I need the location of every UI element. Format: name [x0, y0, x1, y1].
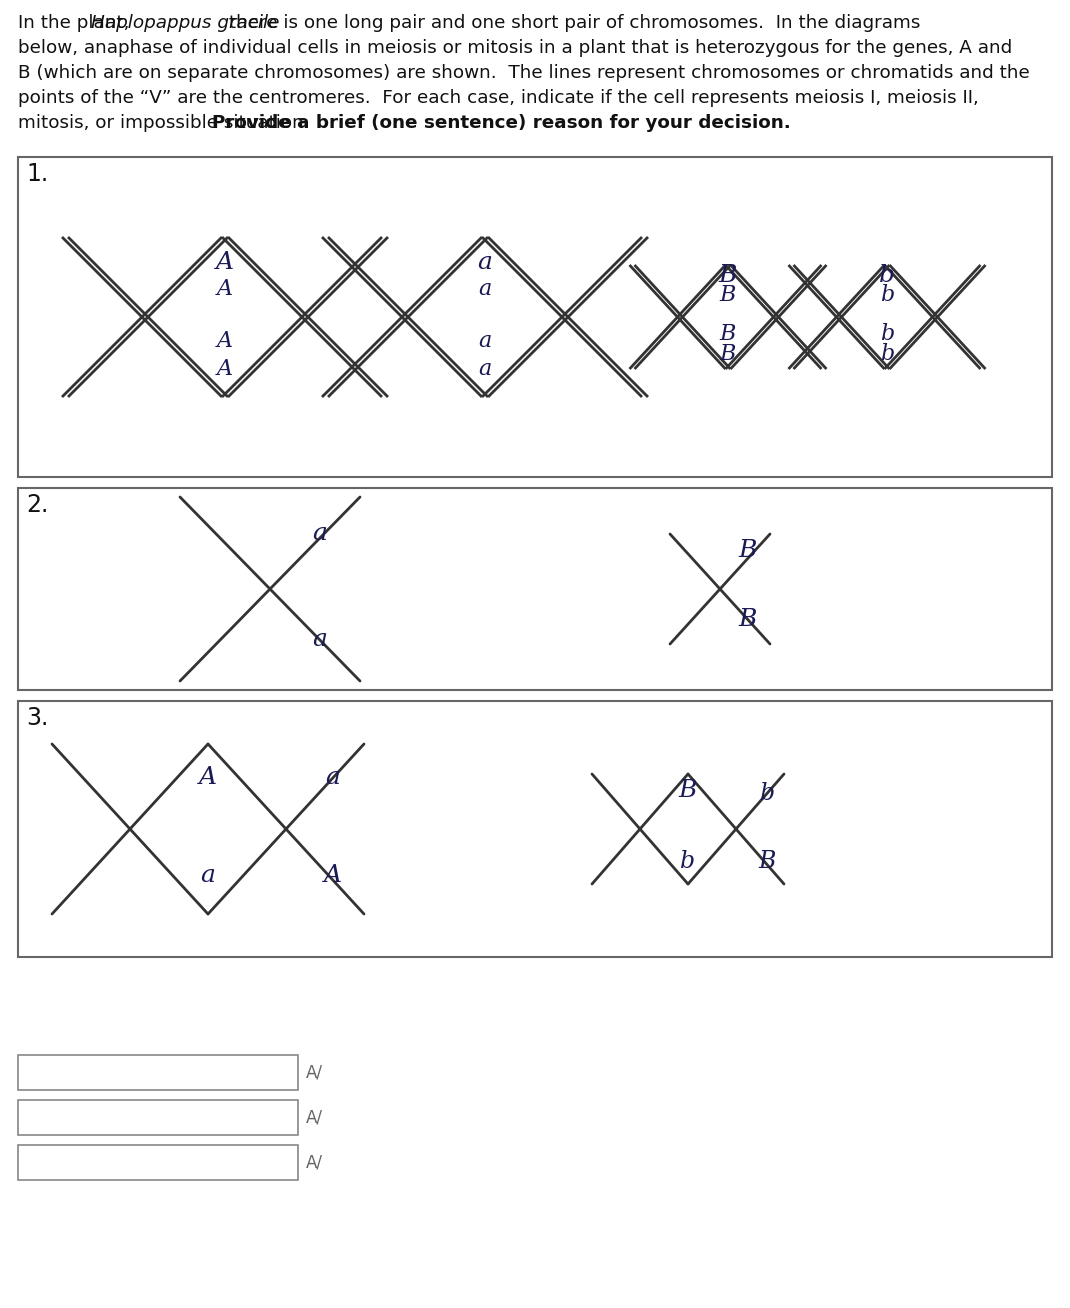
Text: B: B — [738, 539, 756, 562]
Text: a: a — [200, 865, 215, 887]
Text: 1.: 1. — [26, 162, 48, 186]
Text: mitosis, or impossible situation.: mitosis, or impossible situation. — [18, 114, 321, 132]
Text: points of the “V” are the centromeres.  For each case, indicate if the cell repr: points of the “V” are the centromeres. F… — [18, 89, 979, 107]
Bar — [18, 157, 1052, 477]
Text: a: a — [478, 279, 491, 300]
Text: A/: A/ — [306, 1108, 323, 1126]
Text: B: B — [719, 264, 737, 286]
Text: A: A — [199, 766, 217, 790]
Bar — [18, 488, 1052, 691]
Text: A/: A/ — [306, 1154, 323, 1172]
Bar — [18, 701, 1052, 957]
Text: A: A — [216, 251, 234, 275]
Text: b: b — [878, 264, 895, 286]
Bar — [18, 1144, 299, 1180]
Text: a: a — [478, 330, 491, 352]
Text: b: b — [880, 284, 895, 306]
Text: A: A — [217, 358, 233, 381]
Text: B (which are on separate chromosomes) are shown.  The lines represent chromosome: B (which are on separate chromosomes) ar… — [18, 64, 1029, 82]
Bar — [18, 1056, 299, 1090]
Text: a: a — [477, 251, 492, 275]
Text: b: b — [880, 323, 895, 344]
Text: a: a — [478, 358, 491, 381]
Text: a: a — [312, 522, 327, 545]
Bar — [18, 1100, 299, 1135]
Text: B: B — [678, 780, 698, 802]
Text: Provide a brief (one sentence) reason for your decision.: Provide a brief (one sentence) reason fo… — [212, 114, 791, 132]
Text: A: A — [217, 330, 233, 352]
Text: Haplopappus gracile: Haplopappus gracile — [91, 14, 279, 31]
Text: there is one long pair and one short pair of chromosomes.  In the diagrams: there is one long pair and one short pai… — [223, 14, 920, 31]
Text: A: A — [324, 865, 341, 887]
Text: 2.: 2. — [26, 493, 48, 517]
Text: A/: A/ — [306, 1063, 323, 1082]
Text: B: B — [720, 284, 736, 306]
Text: In the plant,: In the plant, — [18, 14, 135, 31]
Text: a: a — [325, 766, 340, 790]
Text: B: B — [738, 608, 756, 630]
Text: below, anaphase of individual cells in meiosis or mitosis in a plant that is het: below, anaphase of individual cells in m… — [18, 39, 1012, 58]
Text: b: b — [760, 782, 775, 804]
Text: B: B — [720, 323, 736, 344]
Text: B: B — [720, 344, 736, 365]
Text: B: B — [759, 850, 776, 874]
Text: b: b — [880, 344, 895, 365]
Text: A: A — [217, 279, 233, 300]
Text: a: a — [312, 628, 327, 651]
Text: b: b — [681, 850, 696, 874]
Text: 3.: 3. — [26, 706, 48, 730]
